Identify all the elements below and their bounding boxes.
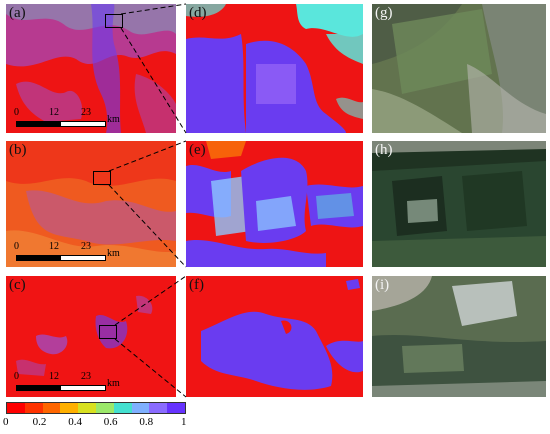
panel-h-satellite-image: (h): [372, 141, 546, 267]
colorbar-swatch: [113, 403, 132, 413]
panel-i-satellite-image: (i): [372, 276, 546, 397]
scalebar-bar: [16, 121, 106, 127]
scalebar-tick-23: 23: [81, 371, 91, 382]
panel-e-label: (e): [189, 142, 206, 158]
panel-e-zoom-map: (e): [186, 141, 363, 267]
panel-f-zoom-map: (f): [186, 276, 363, 397]
panel-h-label: (h): [375, 142, 393, 158]
scalebar-a: 0 12 23 km: [12, 106, 132, 130]
colorbar: [6, 402, 186, 414]
satellite-h-texture: [372, 141, 546, 267]
scalebar-unit: km: [107, 378, 120, 389]
panel-f-label: (f): [189, 277, 204, 293]
colorbar-swatch: [60, 403, 79, 413]
panel-a-label: (a): [9, 5, 26, 21]
colorbar-swatch: [78, 403, 96, 413]
map-f-texture: [201, 279, 363, 390]
scalebar-unit: km: [107, 114, 120, 125]
colorbar-swatch: [167, 403, 185, 413]
scalebar-tick-0: 0: [14, 241, 19, 252]
panel-a-probability-map: (a) 0 12 23 km: [6, 4, 176, 133]
panel-c-label: (c): [9, 277, 26, 293]
zoom-box-c: [99, 325, 117, 339]
colorbar-tick-label: 0.6: [103, 416, 118, 428]
scalebar-tick-12: 12: [49, 371, 59, 382]
panel-b-probability-map: (b) 0 12 23 km: [6, 141, 176, 267]
colorbar-swatch: [131, 403, 150, 413]
panel-g-label: (g): [375, 5, 393, 21]
colorbar-swatch: [149, 403, 168, 413]
colorbar-tick-label: 1: [181, 416, 187, 428]
zoom-box-b: [93, 171, 111, 185]
panel-i-label: (i): [375, 277, 390, 293]
scalebar-b: 0 12 23 km: [12, 240, 132, 264]
panel-c-probability-map: (c) 0 12 23 km: [6, 276, 176, 397]
panel-b-label: (b): [9, 142, 27, 158]
scalebar-tick-0: 0: [14, 371, 19, 382]
map-d-texture: [186, 4, 363, 133]
panel-d-label: (d): [189, 5, 207, 21]
scalebar-c: 0 12 23 km: [12, 370, 132, 394]
satellite-g-texture: [372, 4, 546, 133]
scalebar-tick-12: 12: [49, 241, 59, 252]
colorbar-swatch: [24, 403, 43, 413]
zoom-box-a: [105, 14, 123, 28]
scalebar-tick-23: 23: [81, 107, 91, 118]
scalebar-tick-23: 23: [81, 241, 91, 252]
panel-d-zoom-map: (d): [186, 4, 363, 133]
colorbar-swatch: [42, 403, 61, 413]
scalebar-bar: [16, 255, 106, 261]
colorbar-swatch: [95, 403, 114, 413]
scalebar-tick-12: 12: [49, 107, 59, 118]
scalebar-bar: [16, 385, 106, 391]
scalebar-unit: km: [107, 248, 120, 259]
map-e-texture: [186, 141, 363, 267]
colorbar-tick-label: 0.4: [68, 416, 82, 428]
scalebar-tick-0: 0: [14, 107, 19, 118]
colorbar-tick-label: 0.2: [32, 416, 47, 428]
colorbar-tick-label: 0.8: [139, 416, 154, 428]
satellite-i-texture: [372, 276, 546, 397]
colorbar-swatch: [7, 403, 25, 413]
panel-g-satellite-image: (g): [372, 4, 546, 133]
colorbar-tick-label: 0: [3, 416, 9, 428]
